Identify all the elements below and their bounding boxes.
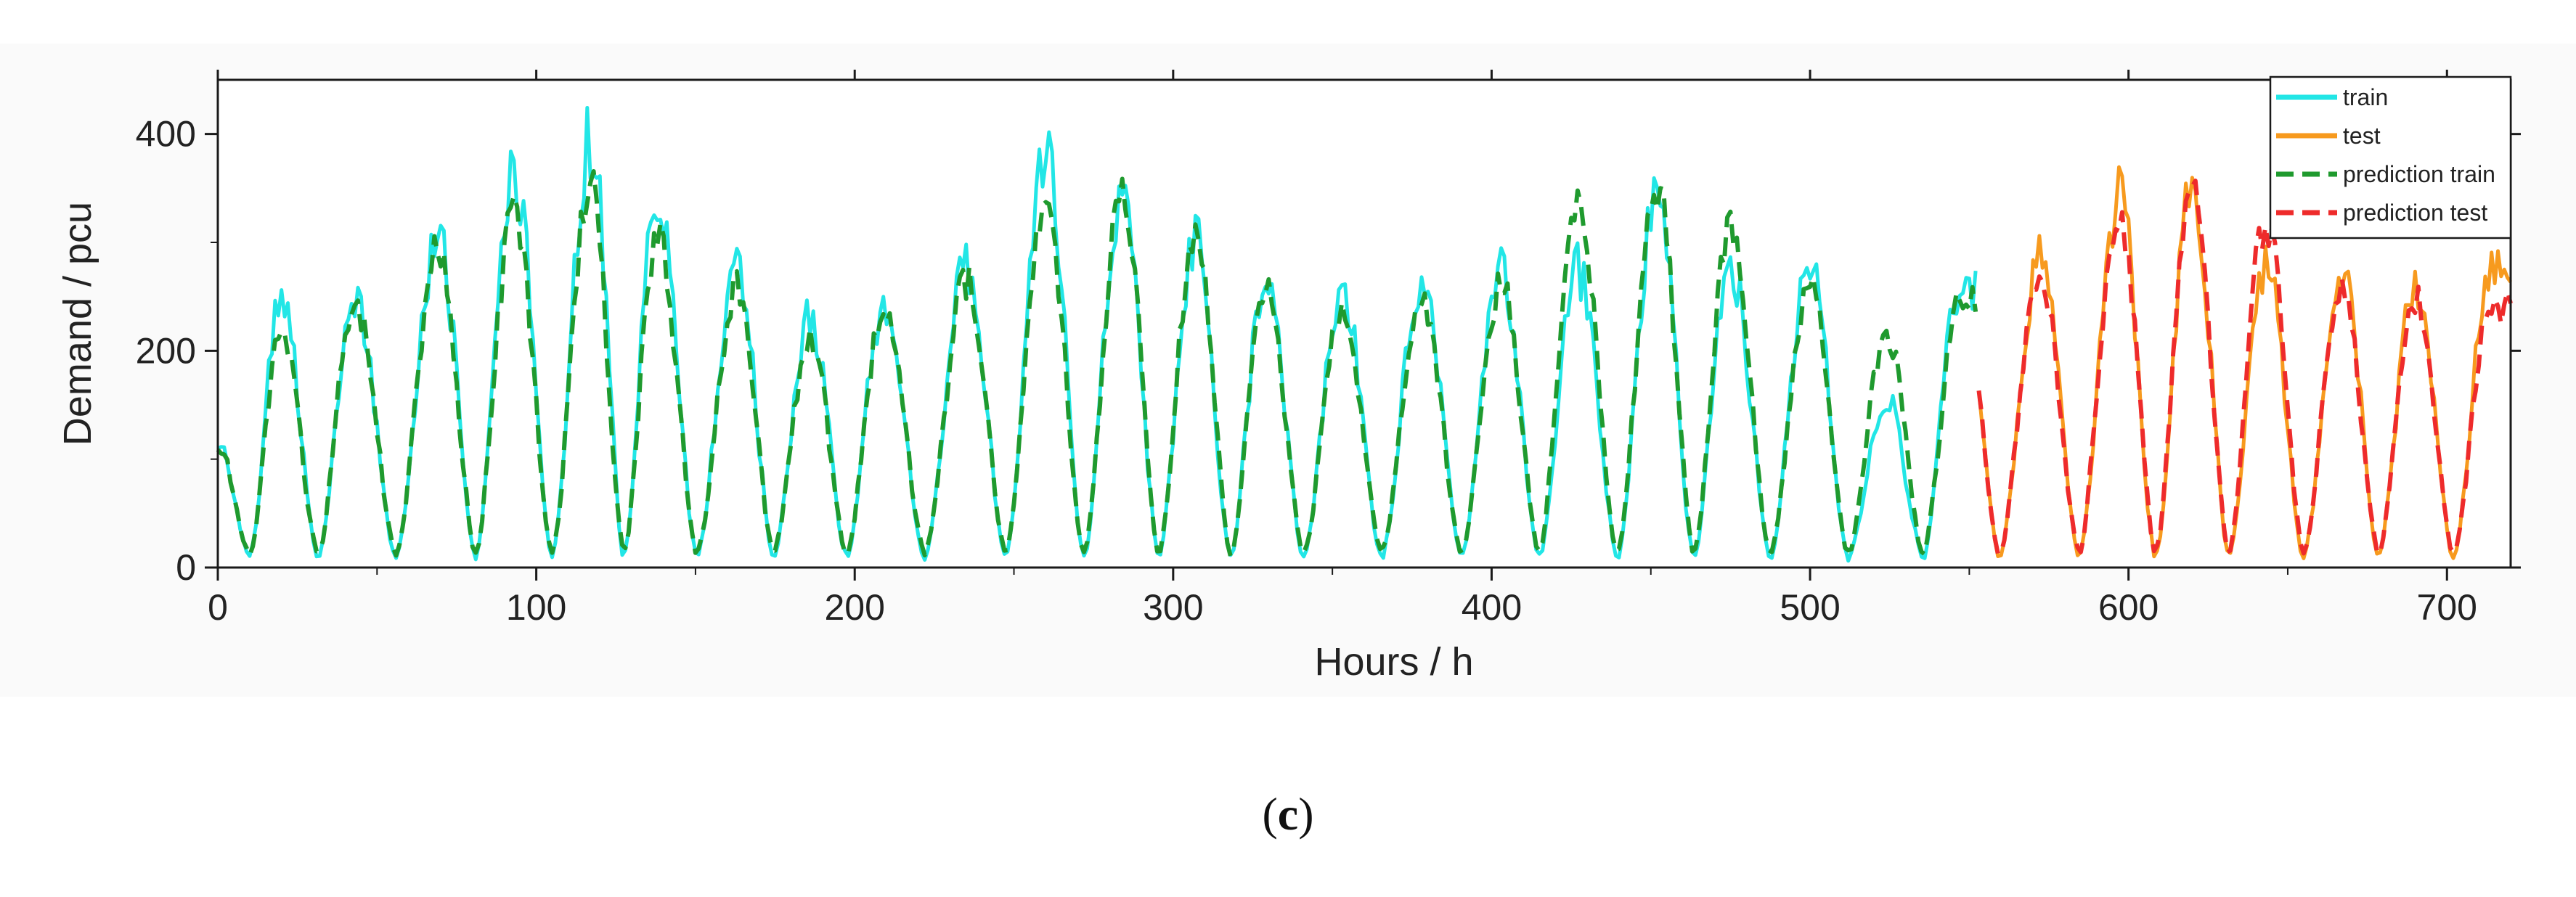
plot-frame — [216, 78, 2512, 569]
y-tick-label: 200 — [136, 330, 196, 371]
legend-label: prediction train — [2343, 161, 2495, 187]
y-tick-label: 0 — [176, 547, 196, 588]
caption-letter: c — [1277, 788, 1299, 840]
series-line-prediction-test — [1976, 179, 2513, 556]
x-tick-label: 600 — [2098, 587, 2159, 628]
legend-label: train — [2343, 84, 2388, 110]
x-axis-title: Hours / h — [1314, 640, 1473, 684]
figure-caption: (c) — [0, 787, 2576, 841]
axes-layer: 0 100 200 300 400 500 600 700 0 200 400 — [136, 70, 2521, 628]
x-tick-label: 200 — [825, 587, 885, 628]
legend-label: test — [2343, 123, 2381, 149]
legend-label: prediction test — [2343, 200, 2487, 226]
x-tick-label: 400 — [1462, 587, 1522, 628]
series-layer — [216, 106, 2513, 563]
legend: train test prediction train prediction test — [2269, 75, 2512, 239]
x-tick-label: 300 — [1143, 587, 1203, 628]
caption-close-paren: ) — [1298, 788, 1314, 840]
plot-area — [218, 80, 2511, 568]
caption-open-paren: ( — [1262, 788, 1278, 840]
x-tick-label: 700 — [2417, 587, 2477, 628]
x-tick-label: 100 — [506, 587, 566, 628]
x-tick-label: 0 — [208, 587, 228, 628]
x-tick-label: 500 — [1780, 587, 1840, 628]
y-axis-title: Demand / pcu — [56, 202, 99, 446]
y-tick-label: 400 — [136, 114, 196, 155]
series-line-prediction-train — [216, 169, 1978, 559]
